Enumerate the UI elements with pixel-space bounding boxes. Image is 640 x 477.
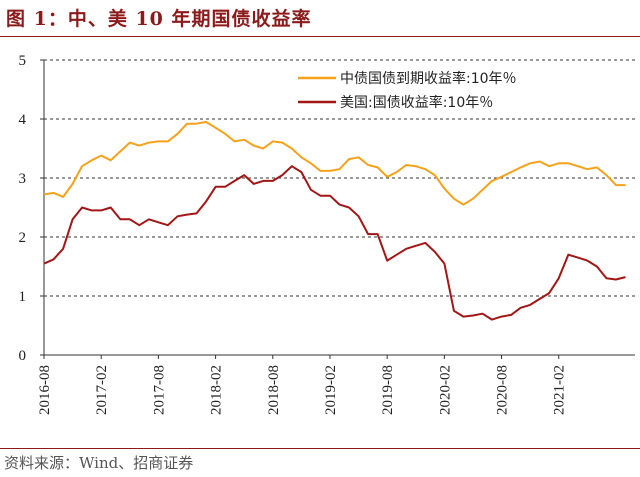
x-tick-2020-08: 2020-08 bbox=[495, 365, 511, 415]
x-tick-2020-02: 2020-02 bbox=[437, 365, 453, 415]
yield-line-chart: 0 1 2 3 4 5 2016-08 2017-02 2017-08 2018-02 2018-… bbox=[19, 53, 635, 415]
x-tick-labels: 2016-08 2017-02 2017-08 2018-02 2018-08 2019-… bbox=[37, 365, 568, 415]
x-tick-2016-08: 2016-08 bbox=[37, 365, 53, 415]
y-tick-3: 3 bbox=[19, 171, 27, 187]
x-tick-2019-02: 2019-02 bbox=[323, 365, 339, 415]
series-line-2 bbox=[43, 165, 626, 321]
y-tick-4: 4 bbox=[19, 112, 27, 128]
figure-title: 图 1：中、美 10 年期国债收益率 bbox=[6, 8, 312, 30]
y-tick-5: 5 bbox=[19, 53, 27, 69]
title-rule bbox=[0, 36, 640, 37]
x-tick-2019-08: 2019-08 bbox=[380, 365, 396, 415]
legend: 中债国债到期收益率:10年％ 美国:国债收益率:10年％ bbox=[298, 70, 517, 111]
x-tick-2018-02: 2018-02 bbox=[209, 365, 225, 415]
source-rule bbox=[0, 448, 640, 449]
x-tick-2021-02: 2021-02 bbox=[552, 365, 568, 415]
y-tick-1: 1 bbox=[19, 289, 27, 305]
y-tick-0: 0 bbox=[19, 348, 27, 364]
x-tick-2017-08: 2017-08 bbox=[151, 365, 167, 415]
series-lines bbox=[43, 120, 626, 321]
y-tick-labels: 0 1 2 3 4 5 bbox=[19, 53, 27, 364]
x-tick-2017-02: 2017-02 bbox=[94, 365, 110, 415]
legend-label-1: 中债国债到期收益率:10年％ bbox=[340, 70, 517, 87]
axes bbox=[40, 59, 635, 359]
series-line-1 bbox=[43, 120, 626, 206]
source-note: 资料来源：Wind、招商证券 bbox=[4, 454, 194, 472]
grid-lines bbox=[44, 59, 635, 297]
x-tick-2018-08: 2018-08 bbox=[266, 365, 282, 415]
legend-label-2: 美国:国债收益率:10年％ bbox=[340, 94, 493, 111]
y-tick-2: 2 bbox=[19, 230, 27, 246]
